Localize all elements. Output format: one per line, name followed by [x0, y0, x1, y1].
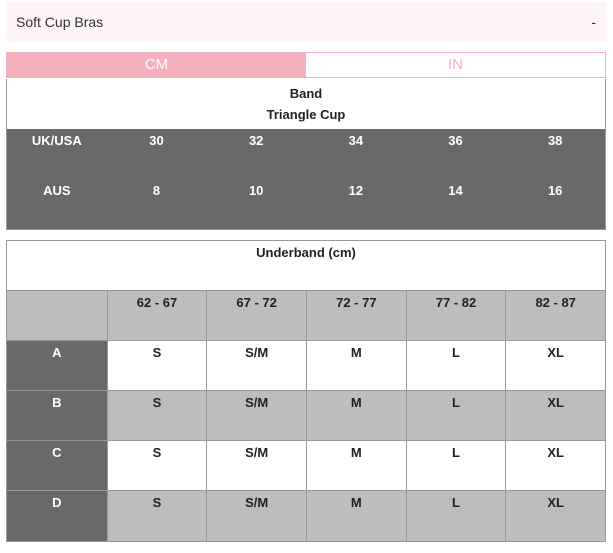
table-cell: 30	[149, 133, 164, 148]
table-cell: L	[405, 441, 506, 490]
table-cell: 36	[448, 133, 463, 148]
table-cell: 8	[152, 183, 161, 198]
cup-label: C	[7, 441, 107, 490]
table-row: UK/USA 30 32 34 36 38	[7, 129, 605, 179]
underband-title: Underband (cm)	[7, 241, 605, 291]
table-header-row: 62 - 67 67 - 72 72 - 77 77 - 82 82 - 87	[7, 291, 606, 341]
table-cell: S/M	[206, 491, 306, 541]
collapse-toggle[interactable]: -	[591, 14, 596, 30]
table-row: D S S/M M L XL	[7, 491, 606, 541]
column-header: 72 - 77	[306, 291, 406, 340]
unit-cm-button[interactable]: CM	[7, 53, 306, 77]
unit-in-button[interactable]: IN	[306, 53, 605, 77]
table-cell: XL	[505, 491, 606, 541]
column-header: 77 - 82	[405, 291, 506, 340]
table-cell: S	[106, 441, 207, 490]
table-cell: M	[306, 441, 406, 490]
table-row: C S S/M M L XL	[7, 441, 606, 491]
table-cell: XL	[505, 441, 606, 490]
table-cell: 14	[448, 183, 463, 198]
table-row: AUS 8 10 12 14 16	[7, 179, 605, 229]
band-title: Band	[289, 86, 323, 101]
table-cell: S	[106, 391, 207, 440]
band-size-table: Band Triangle Cup UK/USA 30 32 34 36 38 …	[6, 79, 606, 230]
column-header: 62 - 67	[106, 291, 207, 340]
table-cell: 38	[547, 133, 563, 148]
table-cell: S	[106, 341, 207, 390]
column-header: 67 - 72	[206, 291, 306, 340]
cup-label: B	[7, 391, 107, 440]
table-cell: 12	[348, 183, 364, 198]
column-header: 82 - 87	[505, 291, 606, 340]
table-cell: M	[306, 391, 406, 440]
table-cell: XL	[505, 341, 606, 390]
table-cell: 16	[547, 183, 563, 198]
cup-label: A	[7, 341, 107, 390]
corner-cell	[7, 291, 107, 340]
cup-label: D	[7, 491, 107, 541]
table-cell: L	[405, 491, 506, 541]
table-cell: M	[306, 491, 406, 541]
table-cell: L	[405, 341, 506, 390]
soft-cup-bras-accordion[interactable]: Soft Cup Bras -	[6, 2, 606, 42]
table-cell: XL	[505, 391, 606, 440]
table-cell: L	[405, 391, 506, 440]
table-cell: S/M	[206, 341, 306, 390]
table-cell: S/M	[206, 391, 306, 440]
band-subtitle: Triangle Cup	[266, 107, 346, 122]
table-row: B S S/M M L XL	[7, 391, 606, 441]
table-row: A S S/M M L XL	[7, 341, 606, 391]
table-cell: 10	[248, 183, 264, 198]
table-cell: S/M	[206, 441, 306, 490]
table-cell: 32	[248, 133, 264, 148]
row-label: AUS	[43, 183, 71, 198]
table-cell: S	[106, 491, 207, 541]
table-cell: 34	[348, 133, 364, 148]
band-table-header: Band Triangle Cup	[7, 79, 605, 129]
row-label: UK/USA	[31, 133, 82, 148]
table-cell: M	[306, 341, 406, 390]
underband-size-table: Underband (cm) 62 - 67 67 - 72 72 - 77 7…	[6, 240, 606, 542]
accordion-title: Soft Cup Bras	[16, 14, 104, 30]
unit-switch: CM IN	[6, 52, 606, 78]
